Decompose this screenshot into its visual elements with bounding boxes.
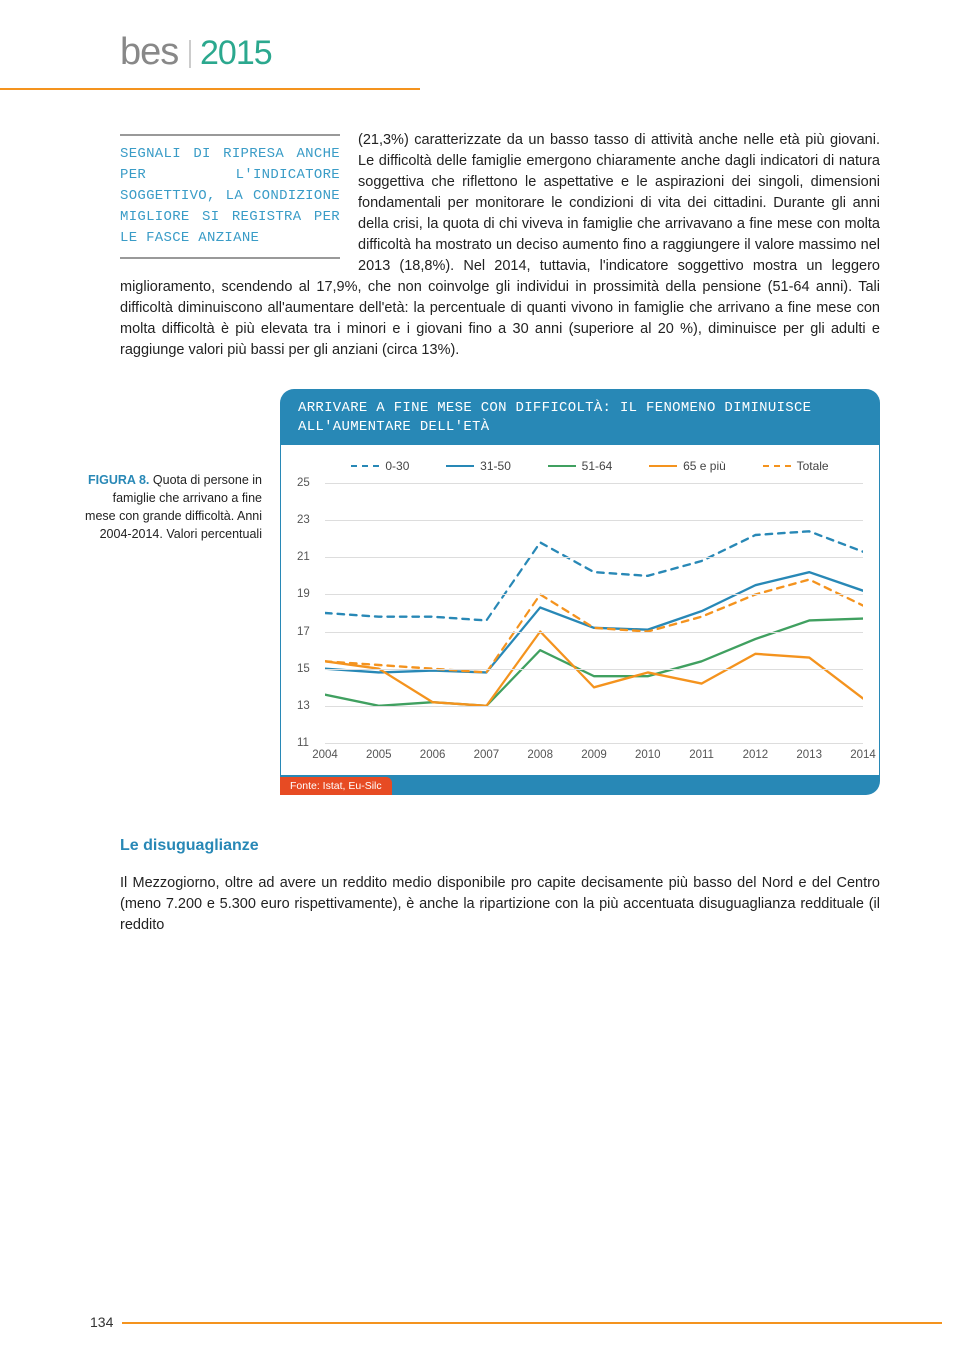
x-tick: 2011 xyxy=(689,749,714,761)
x-tick: 2008 xyxy=(527,749,553,761)
body-paragraph-2: Il Mezzogiorno, oltre ad avere un reddit… xyxy=(120,873,880,936)
y-tick: 25 xyxy=(297,477,310,489)
legend-item: 0-30 xyxy=(351,459,409,473)
header-rule xyxy=(0,88,420,90)
page-number: 134 xyxy=(90,1314,113,1330)
x-tick: 2014 xyxy=(850,749,876,761)
chart-plot: 1113151719212325200420052006200720082009… xyxy=(325,483,863,743)
chart-source: Fonte: Istat, Eu-Silc xyxy=(280,777,392,795)
x-tick: 2006 xyxy=(420,749,446,761)
chart-footer: Fonte: Istat, Eu-Silc xyxy=(280,775,880,795)
x-tick: 2005 xyxy=(366,749,392,761)
figure-caption: FIGURA 8. Quota di persone in famiglie c… xyxy=(80,445,280,544)
x-tick: 2013 xyxy=(796,749,822,761)
chart-area: 0-3031-5051-6465 e piùTotale 11131517192… xyxy=(280,445,880,775)
y-tick: 17 xyxy=(297,626,310,638)
chart-title: ARRIVARE A FINE MESE CON DIFFICOLTÀ: IL … xyxy=(280,389,880,445)
sidebar-callout: SEGNALI DI RIPRESA ANCHE PER L'INDICATOR… xyxy=(120,134,340,259)
y-tick: 11 xyxy=(297,737,309,749)
section-heading: Le disuguaglianze xyxy=(120,837,880,855)
y-tick: 23 xyxy=(297,514,310,526)
y-tick: 13 xyxy=(297,700,310,712)
x-tick: 2012 xyxy=(743,749,769,761)
legend-item: 51-64 xyxy=(548,459,613,473)
figure-number: FIGURA 8. xyxy=(88,473,149,487)
legend-item: 31-50 xyxy=(446,459,511,473)
x-tick: 2010 xyxy=(635,749,661,761)
site-logo: bes 2015 xyxy=(120,0,880,88)
x-tick: 2009 xyxy=(581,749,607,761)
y-tick: 19 xyxy=(297,588,310,600)
svg-text:bes: bes xyxy=(120,31,178,73)
body-paragraph-1: SEGNALI DI RIPRESA ANCHE PER L'INDICATOR… xyxy=(120,130,880,361)
figure-8-block: ARRIVARE A FINE MESE CON DIFFICOLTÀ: IL … xyxy=(80,389,880,795)
legend-item: 65 e più xyxy=(649,459,726,473)
chart-legend: 0-30 31-50 51-64 65 e più Totale xyxy=(297,459,863,483)
y-tick: 15 xyxy=(297,663,310,675)
y-tick: 21 xyxy=(297,551,310,563)
legend-item: Totale xyxy=(763,459,829,473)
x-tick: 2004 xyxy=(312,749,338,761)
x-tick: 2007 xyxy=(474,749,500,761)
svg-text:2015: 2015 xyxy=(200,34,272,72)
